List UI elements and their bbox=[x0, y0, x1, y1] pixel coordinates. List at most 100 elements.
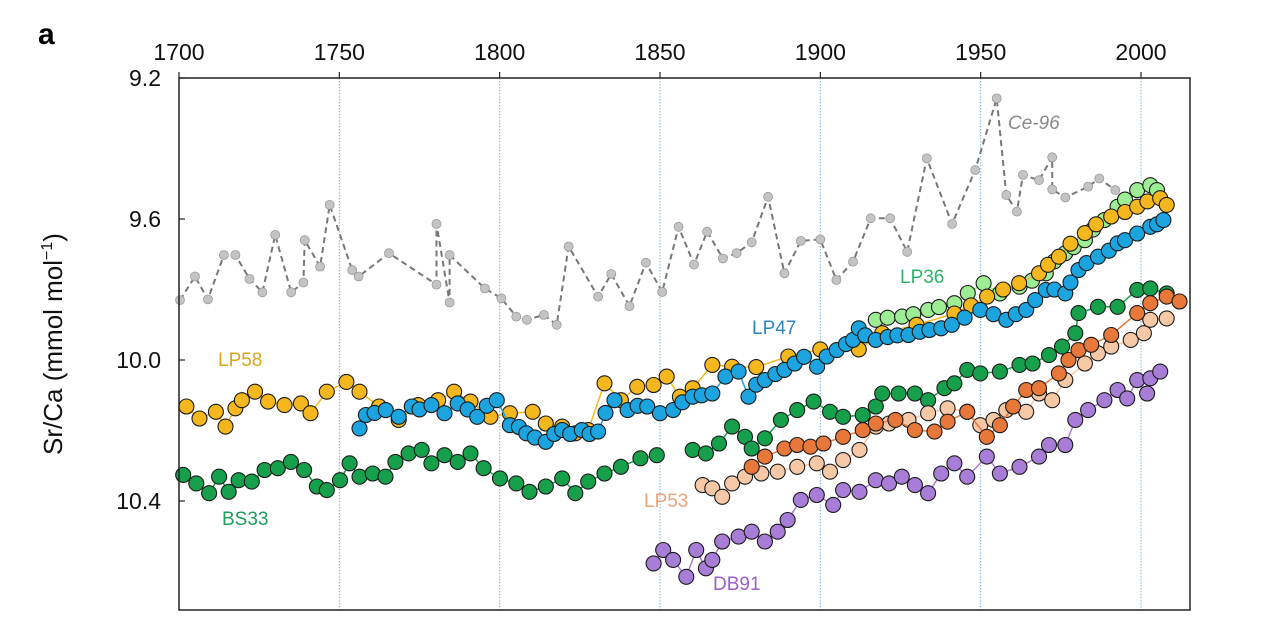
data-point bbox=[641, 257, 651, 268]
y-axis-title-main: Sr/Ca (mmol mol bbox=[38, 260, 68, 455]
data-point bbox=[1067, 411, 1084, 428]
data-point bbox=[590, 423, 607, 440]
data-point bbox=[1070, 305, 1087, 322]
data-point bbox=[678, 568, 695, 585]
data-point bbox=[269, 460, 286, 477]
data-point bbox=[347, 265, 358, 276]
data-point bbox=[1089, 298, 1107, 315]
data-point bbox=[202, 294, 213, 305]
data-point bbox=[1119, 390, 1136, 407]
data-point bbox=[175, 466, 192, 483]
data-point bbox=[436, 405, 453, 422]
data-point bbox=[563, 241, 574, 252]
x-tick-label: 1700 bbox=[153, 39, 204, 65]
data-point bbox=[207, 403, 224, 420]
data-point bbox=[1060, 351, 1077, 369]
data-point bbox=[879, 309, 896, 326]
data-point bbox=[606, 392, 623, 409]
data-point bbox=[1158, 310, 1175, 327]
y-tick-label: 9.2 bbox=[129, 65, 161, 91]
data-point bbox=[756, 533, 773, 550]
data-point bbox=[792, 491, 809, 508]
data-point bbox=[991, 363, 1008, 380]
data-point bbox=[851, 441, 868, 458]
data-point bbox=[475, 460, 492, 477]
series-label-lp47: LP47 bbox=[752, 318, 796, 339]
plot-frame bbox=[178, 77, 1191, 611]
data-point bbox=[743, 523, 760, 540]
data-point bbox=[1122, 331, 1139, 348]
data-point bbox=[740, 388, 757, 405]
data-point bbox=[469, 408, 486, 425]
data-point bbox=[1129, 372, 1146, 389]
data-point bbox=[921, 153, 932, 164]
data-point bbox=[1018, 169, 1028, 180]
data-point bbox=[724, 475, 741, 492]
data-point bbox=[1142, 295, 1159, 312]
data-point bbox=[1110, 185, 1121, 196]
data-point bbox=[1040, 436, 1058, 454]
data-point bbox=[436, 447, 453, 464]
data-point bbox=[596, 465, 613, 482]
data-point bbox=[946, 455, 963, 472]
data-point bbox=[593, 291, 603, 302]
data-point bbox=[906, 422, 923, 439]
data-point bbox=[1096, 392, 1113, 409]
data-point bbox=[1135, 325, 1152, 342]
data-point bbox=[970, 165, 981, 175]
data-point bbox=[748, 359, 765, 376]
data-point bbox=[1057, 436, 1074, 454]
data-point bbox=[756, 430, 773, 447]
data-point bbox=[763, 191, 773, 202]
data-point bbox=[743, 440, 760, 457]
series-label-bs33: BS33 bbox=[222, 509, 268, 530]
data-point bbox=[449, 453, 466, 470]
data-point bbox=[246, 383, 264, 400]
data-point bbox=[413, 441, 430, 458]
data-point bbox=[1050, 365, 1067, 382]
data-point bbox=[867, 398, 884, 415]
series-label-lp53: LP53 bbox=[644, 491, 688, 512]
data-point bbox=[1116, 232, 1134, 249]
data-point bbox=[444, 297, 455, 308]
data-point bbox=[978, 448, 995, 465]
data-point bbox=[606, 269, 617, 279]
data-point bbox=[188, 475, 205, 492]
data-point bbox=[887, 411, 904, 428]
data-point bbox=[704, 551, 721, 568]
data-point bbox=[718, 253, 728, 264]
x-tick-label: 2000 bbox=[1115, 39, 1166, 65]
data-point bbox=[979, 288, 996, 305]
data-point bbox=[1152, 363, 1169, 380]
data-point bbox=[387, 453, 404, 470]
data-point bbox=[815, 435, 832, 452]
data-point bbox=[714, 533, 731, 550]
data-point bbox=[835, 482, 852, 499]
series-labels: Ce-96 BS33 LP53 DB91 LP36 LP58 LP47 bbox=[218, 113, 1060, 595]
data-point bbox=[324, 199, 335, 210]
data-point bbox=[1011, 458, 1028, 475]
data-point bbox=[697, 445, 714, 462]
data-point bbox=[217, 418, 234, 435]
data-point bbox=[743, 458, 760, 475]
data-point bbox=[1067, 325, 1084, 342]
data-point bbox=[1060, 192, 1071, 203]
data-point bbox=[624, 301, 635, 312]
data-point bbox=[1011, 275, 1028, 292]
data-point bbox=[710, 435, 728, 452]
data-point bbox=[554, 470, 571, 487]
data-point bbox=[1024, 355, 1041, 372]
data-point bbox=[377, 468, 394, 485]
data-point bbox=[930, 299, 948, 316]
data-point bbox=[612, 458, 629, 475]
x-tick-label: 1800 bbox=[474, 39, 525, 65]
data-point bbox=[959, 468, 976, 485]
data-point bbox=[779, 268, 790, 279]
data-point bbox=[991, 417, 1008, 434]
data-point bbox=[1171, 293, 1188, 310]
data-point bbox=[956, 309, 973, 326]
x-tick-label: 1850 bbox=[634, 39, 685, 65]
data-point bbox=[867, 472, 884, 489]
data-point bbox=[947, 218, 957, 229]
data-point bbox=[1142, 311, 1159, 328]
